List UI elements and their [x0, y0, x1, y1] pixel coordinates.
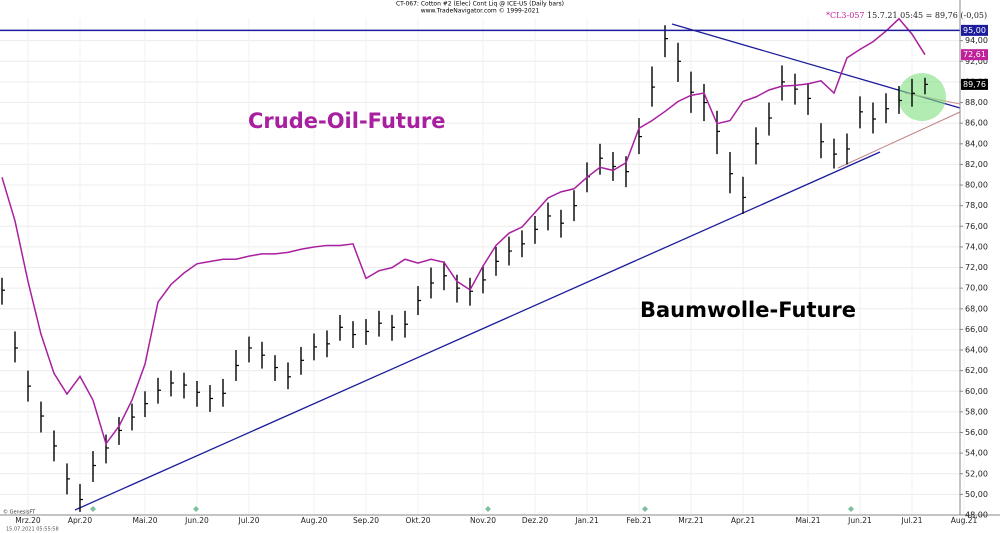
y-tick-label: 74,00 — [965, 242, 988, 251]
chart-subtitle: www.TradeNavigator.com © 1999-2021 — [421, 8, 540, 15]
y-tick-label: 66,00 — [965, 325, 988, 334]
y-tick-label: 78,00 — [965, 201, 988, 210]
price-label-box — [961, 49, 988, 61]
y-tick-label: 60,00 — [965, 387, 988, 396]
y-tick-label: 84,00 — [965, 139, 988, 148]
event-icon — [848, 506, 854, 512]
x-tick-label: Mrz.21 — [678, 516, 704, 525]
y-tick-label: 52,00 — [965, 469, 988, 478]
plot — [0, 17, 960, 512]
symbol: *CL3-057 — [826, 11, 865, 20]
y-tick-label: 94,00 — [965, 36, 988, 45]
y-tick-label: 86,00 — [965, 119, 988, 128]
x-tick-label: Jan.21 — [574, 516, 599, 525]
y-tick-label: 50,00 — [965, 490, 988, 499]
copyright: © GenesisFT — [3, 509, 36, 516]
x-tick-label: Okt.20 — [405, 516, 430, 525]
x-tick-label: Sep.20 — [353, 516, 379, 525]
event-icon — [485, 506, 491, 512]
price-label: 95,00 — [963, 26, 986, 35]
y-tick-label: 70,00 — [965, 284, 988, 293]
y-tick-label: 54,00 — [965, 449, 988, 458]
chart-title: CT-067: Cotton #2 (Elec) Cont Liq @ ICE-… — [396, 1, 564, 8]
trendline — [837, 111, 961, 169]
x-tick-label: Mrz.20 — [15, 516, 41, 525]
line-series — [1, 17, 926, 446]
x-tick-label: Jul.21 — [901, 516, 923, 525]
y-tick-label: 92,00 — [965, 57, 988, 66]
price-label-box — [961, 24, 988, 36]
series-label: Crude-Oil-Future — [248, 109, 446, 133]
timestamp: 15.07.2021 05:55:58 — [6, 527, 59, 533]
x-tick-label: Aug.21 — [951, 516, 978, 525]
x-tick-label: Aug.20 — [301, 516, 328, 525]
y-tick-label: 82,00 — [965, 160, 988, 169]
x-tick-label: Feb.21 — [626, 516, 651, 525]
y-tick-label: 58,00 — [965, 407, 988, 416]
y-tick-label: 88,00 — [965, 98, 988, 107]
y-tick-label: 72,00 — [965, 263, 988, 272]
x-tick-label: Mai.21 — [795, 516, 820, 525]
y-tick-label: 64,00 — [965, 346, 988, 355]
x-tick-label: Jun.20 — [184, 516, 209, 525]
x-tick-label: Apr.20 — [68, 516, 92, 525]
x-tick-label: Mai.20 — [132, 516, 157, 525]
trendline — [74, 151, 881, 511]
x-tick-label: Nov.20 — [470, 516, 496, 525]
x-tick-label: Apr.21 — [731, 516, 755, 525]
price-label: 89,76 — [963, 80, 986, 89]
event-icon — [642, 506, 648, 512]
event-icon — [193, 506, 199, 512]
series-label: Baumwolle-Future — [640, 298, 856, 322]
x-tick-label: Jul.20 — [238, 516, 260, 525]
y-tick-label: 48,00 — [965, 511, 988, 520]
x-tick-label: Dez.20 — [522, 516, 548, 525]
y-tick-label: 68,00 — [965, 304, 988, 313]
y-tick-label: 56,00 — [965, 428, 988, 437]
event-icons — [90, 506, 854, 512]
price-label: 72,61 — [963, 50, 986, 59]
x-tick-label: Jun.21 — [847, 516, 872, 525]
y-tick-label: 62,00 — [965, 366, 988, 375]
y-tick-label: 76,00 — [965, 222, 988, 231]
quote: 15.7.21 05:45 = 89,76 (-0,05) — [867, 11, 987, 20]
y-tick-label: 80,00 — [965, 181, 988, 190]
highlight-circle — [898, 73, 946, 121]
price-label-box — [961, 78, 988, 90]
event-icon — [90, 506, 96, 512]
